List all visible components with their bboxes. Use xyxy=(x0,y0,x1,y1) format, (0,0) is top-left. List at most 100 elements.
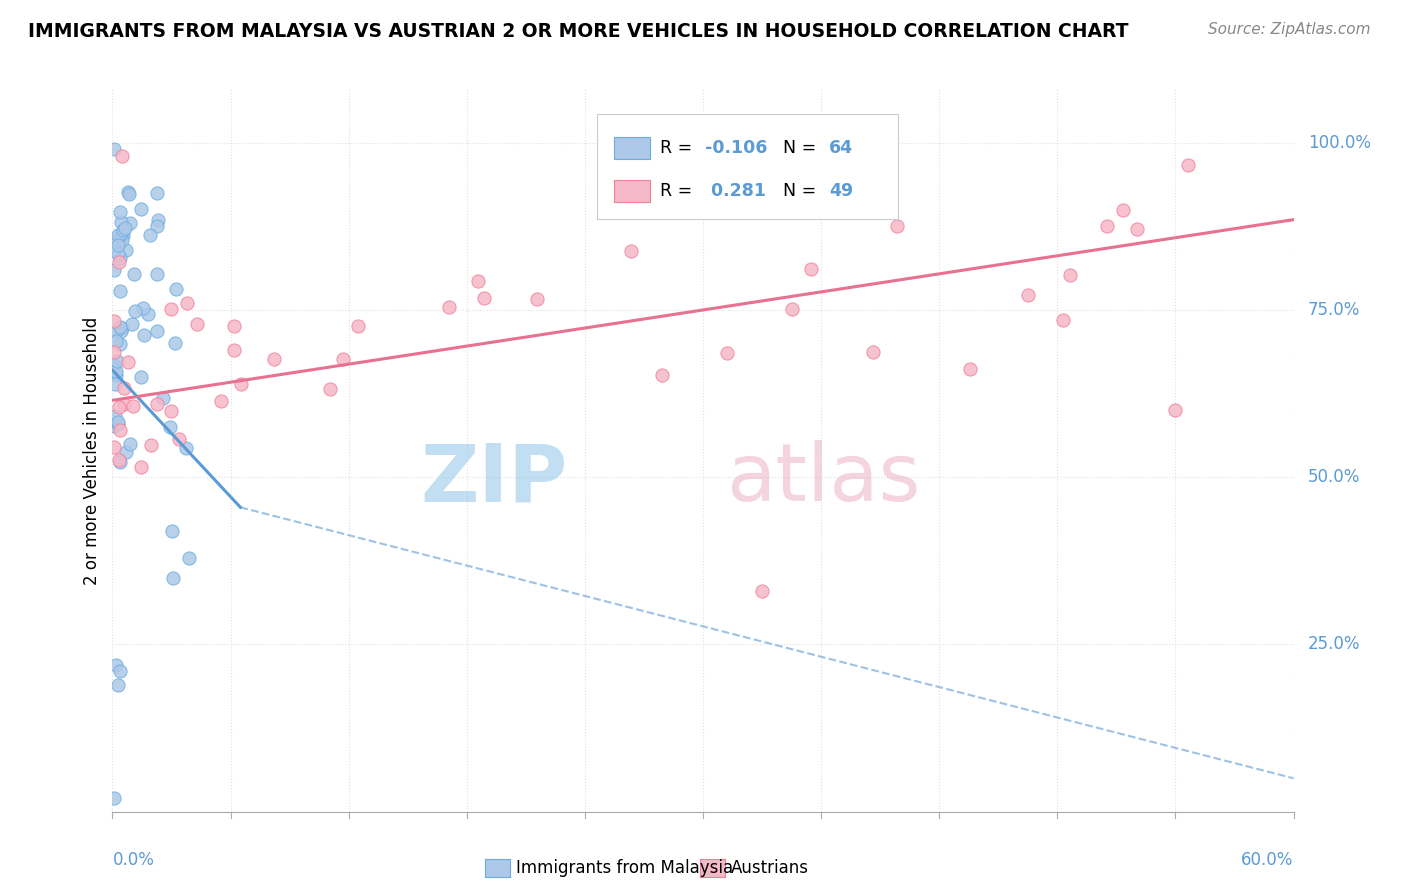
Point xyxy=(110,423,132,437)
Point xyxy=(108,255,131,269)
Text: R =: R = xyxy=(661,182,699,200)
Point xyxy=(120,216,142,230)
Point xyxy=(160,301,183,316)
Point xyxy=(146,186,169,200)
Point xyxy=(1052,313,1074,327)
Point xyxy=(105,368,128,382)
Point xyxy=(129,459,152,474)
Point xyxy=(103,358,125,372)
Text: Austrians: Austrians xyxy=(731,859,808,877)
Text: 100.0%: 100.0% xyxy=(1308,134,1371,152)
Point xyxy=(105,363,128,377)
Point xyxy=(103,344,125,359)
Point xyxy=(1164,403,1187,417)
Point xyxy=(107,238,129,252)
Point xyxy=(103,234,125,248)
Point xyxy=(115,244,138,258)
Point xyxy=(136,307,159,321)
Text: atlas: atlas xyxy=(727,441,921,518)
Point xyxy=(107,415,129,429)
Point xyxy=(1095,219,1118,233)
Point xyxy=(152,391,174,405)
Point xyxy=(437,300,460,314)
Point xyxy=(318,382,340,396)
Point xyxy=(263,352,285,367)
Point xyxy=(132,301,155,315)
Point xyxy=(107,417,129,432)
Point xyxy=(165,282,187,296)
Point xyxy=(177,550,200,565)
Text: 75.0%: 75.0% xyxy=(1308,301,1360,319)
Text: N =: N = xyxy=(772,182,821,200)
Point xyxy=(122,268,145,282)
Point xyxy=(229,376,252,391)
Point xyxy=(108,453,131,467)
Point xyxy=(103,314,125,328)
Point xyxy=(800,261,823,276)
Text: 25.0%: 25.0% xyxy=(1308,635,1360,654)
Point xyxy=(959,361,981,376)
Point xyxy=(1059,268,1081,282)
Point xyxy=(141,438,163,452)
Point xyxy=(110,664,132,679)
Point xyxy=(122,399,145,413)
Point xyxy=(780,302,803,317)
Point xyxy=(104,324,127,338)
Point xyxy=(347,318,370,333)
Point xyxy=(651,368,673,382)
Point xyxy=(108,205,131,219)
FancyBboxPatch shape xyxy=(596,114,898,219)
Point xyxy=(129,202,152,216)
Point xyxy=(174,441,197,455)
Point xyxy=(110,215,132,229)
Point xyxy=(620,244,643,258)
Point xyxy=(110,227,132,241)
Point xyxy=(107,247,129,261)
Bar xyxy=(614,136,650,159)
Point xyxy=(105,657,128,672)
Point xyxy=(103,262,125,277)
Text: 49: 49 xyxy=(830,182,853,200)
Point xyxy=(145,267,167,281)
Point xyxy=(1017,287,1039,301)
Point xyxy=(124,303,146,318)
Point xyxy=(224,343,246,357)
Point xyxy=(222,318,245,333)
Point xyxy=(111,233,134,247)
Point xyxy=(209,394,232,409)
Point xyxy=(107,678,129,692)
Text: Source: ZipAtlas.com: Source: ZipAtlas.com xyxy=(1208,22,1371,37)
Text: 50.0%: 50.0% xyxy=(1308,468,1360,486)
Point xyxy=(186,317,208,331)
Point xyxy=(146,219,169,233)
Text: ZIP: ZIP xyxy=(420,441,567,518)
Point xyxy=(159,420,181,434)
Point xyxy=(751,584,773,599)
Point xyxy=(1112,202,1135,217)
Point xyxy=(332,352,354,367)
Point xyxy=(716,345,738,359)
Point xyxy=(129,370,152,384)
Point xyxy=(176,295,198,310)
Point xyxy=(111,149,134,163)
Point xyxy=(108,337,131,351)
Point xyxy=(103,419,125,434)
Point xyxy=(111,223,134,237)
Point xyxy=(105,334,128,348)
Point xyxy=(110,320,132,334)
Point xyxy=(117,354,139,368)
Point xyxy=(114,220,136,235)
Text: 64: 64 xyxy=(830,139,853,157)
Point xyxy=(167,432,190,446)
Text: N =: N = xyxy=(772,139,821,157)
Point xyxy=(139,227,162,242)
Point xyxy=(112,396,135,410)
Point xyxy=(162,571,184,585)
Point xyxy=(108,455,131,469)
Point xyxy=(108,285,131,299)
Point xyxy=(467,274,489,288)
Point xyxy=(472,291,495,305)
Point xyxy=(105,354,128,368)
Point xyxy=(146,397,169,411)
Point xyxy=(1125,222,1147,236)
